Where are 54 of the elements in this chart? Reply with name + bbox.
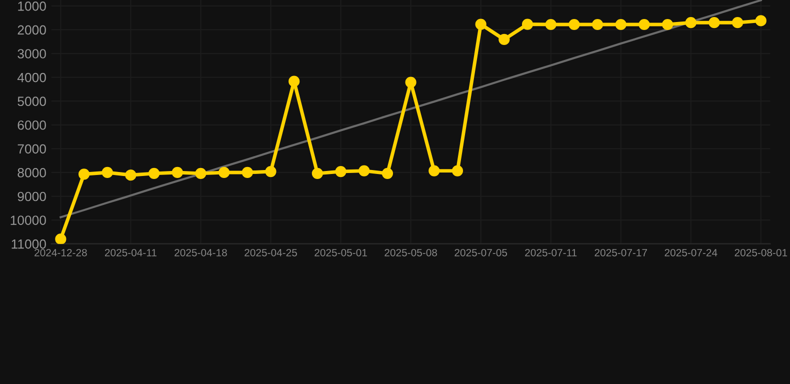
point (708, 17, 720, 28)
x-tick-label: 2025-07-05 (454, 248, 508, 256)
point (405, 76, 416, 88)
y-tick-label: 6000 (18, 120, 46, 130)
point (242, 166, 253, 178)
point (218, 166, 230, 178)
y-tick-label: 9000 (18, 192, 46, 202)
point (382, 168, 394, 179)
point (638, 18, 650, 30)
point (428, 165, 440, 176)
x-tick-label: 2025-07-11 (525, 248, 577, 256)
point (475, 18, 486, 30)
point (685, 17, 696, 28)
point (125, 170, 136, 181)
x-tick-label: 2025-04-18 (174, 248, 227, 256)
x-tick-label: 2025-04-25 (244, 248, 297, 256)
y-tick-label: 11000 (12, 239, 46, 249)
point (195, 168, 206, 179)
x-tick-label: 2025-07-24 (664, 248, 718, 256)
y-tick-label: 1000 (18, 2, 46, 11)
point (545, 18, 556, 30)
point (452, 165, 464, 176)
x-tick-label: 2025-04-11 (104, 248, 156, 256)
point (312, 168, 323, 179)
y-tick-label: 10000 (10, 216, 46, 225)
x-tick-label: 2025-08-01 (734, 248, 788, 256)
point (522, 18, 534, 30)
point (568, 18, 580, 30)
point (288, 76, 300, 87)
point (102, 166, 113, 178)
y-tick-label: 3000 (18, 49, 46, 58)
point (172, 166, 183, 178)
point (335, 166, 346, 178)
point (55, 234, 66, 244)
x-tick-label: 2025-07-17 (594, 248, 647, 256)
point (592, 18, 604, 30)
y-tick-label: 7000 (18, 144, 46, 154)
point (615, 18, 626, 30)
x-tick-label: 2025-05-08 (384, 248, 437, 256)
y-tick-label: 4000 (17, 72, 46, 82)
y-tick-label: 2000 (18, 25, 46, 35)
point (498, 34, 510, 46)
line-series (60, 0, 762, 218)
point (78, 168, 90, 180)
point (755, 15, 766, 26)
point (732, 17, 744, 28)
point (265, 166, 276, 178)
point (662, 18, 674, 30)
x-tick-label: 2024-12-28 (34, 248, 87, 256)
y-tick-label: 5000 (18, 96, 46, 106)
x-tick-label: 2025-05-01 (314, 248, 367, 256)
y-tick-label: 8000 (18, 168, 46, 178)
point (358, 165, 370, 176)
point (148, 168, 160, 179)
